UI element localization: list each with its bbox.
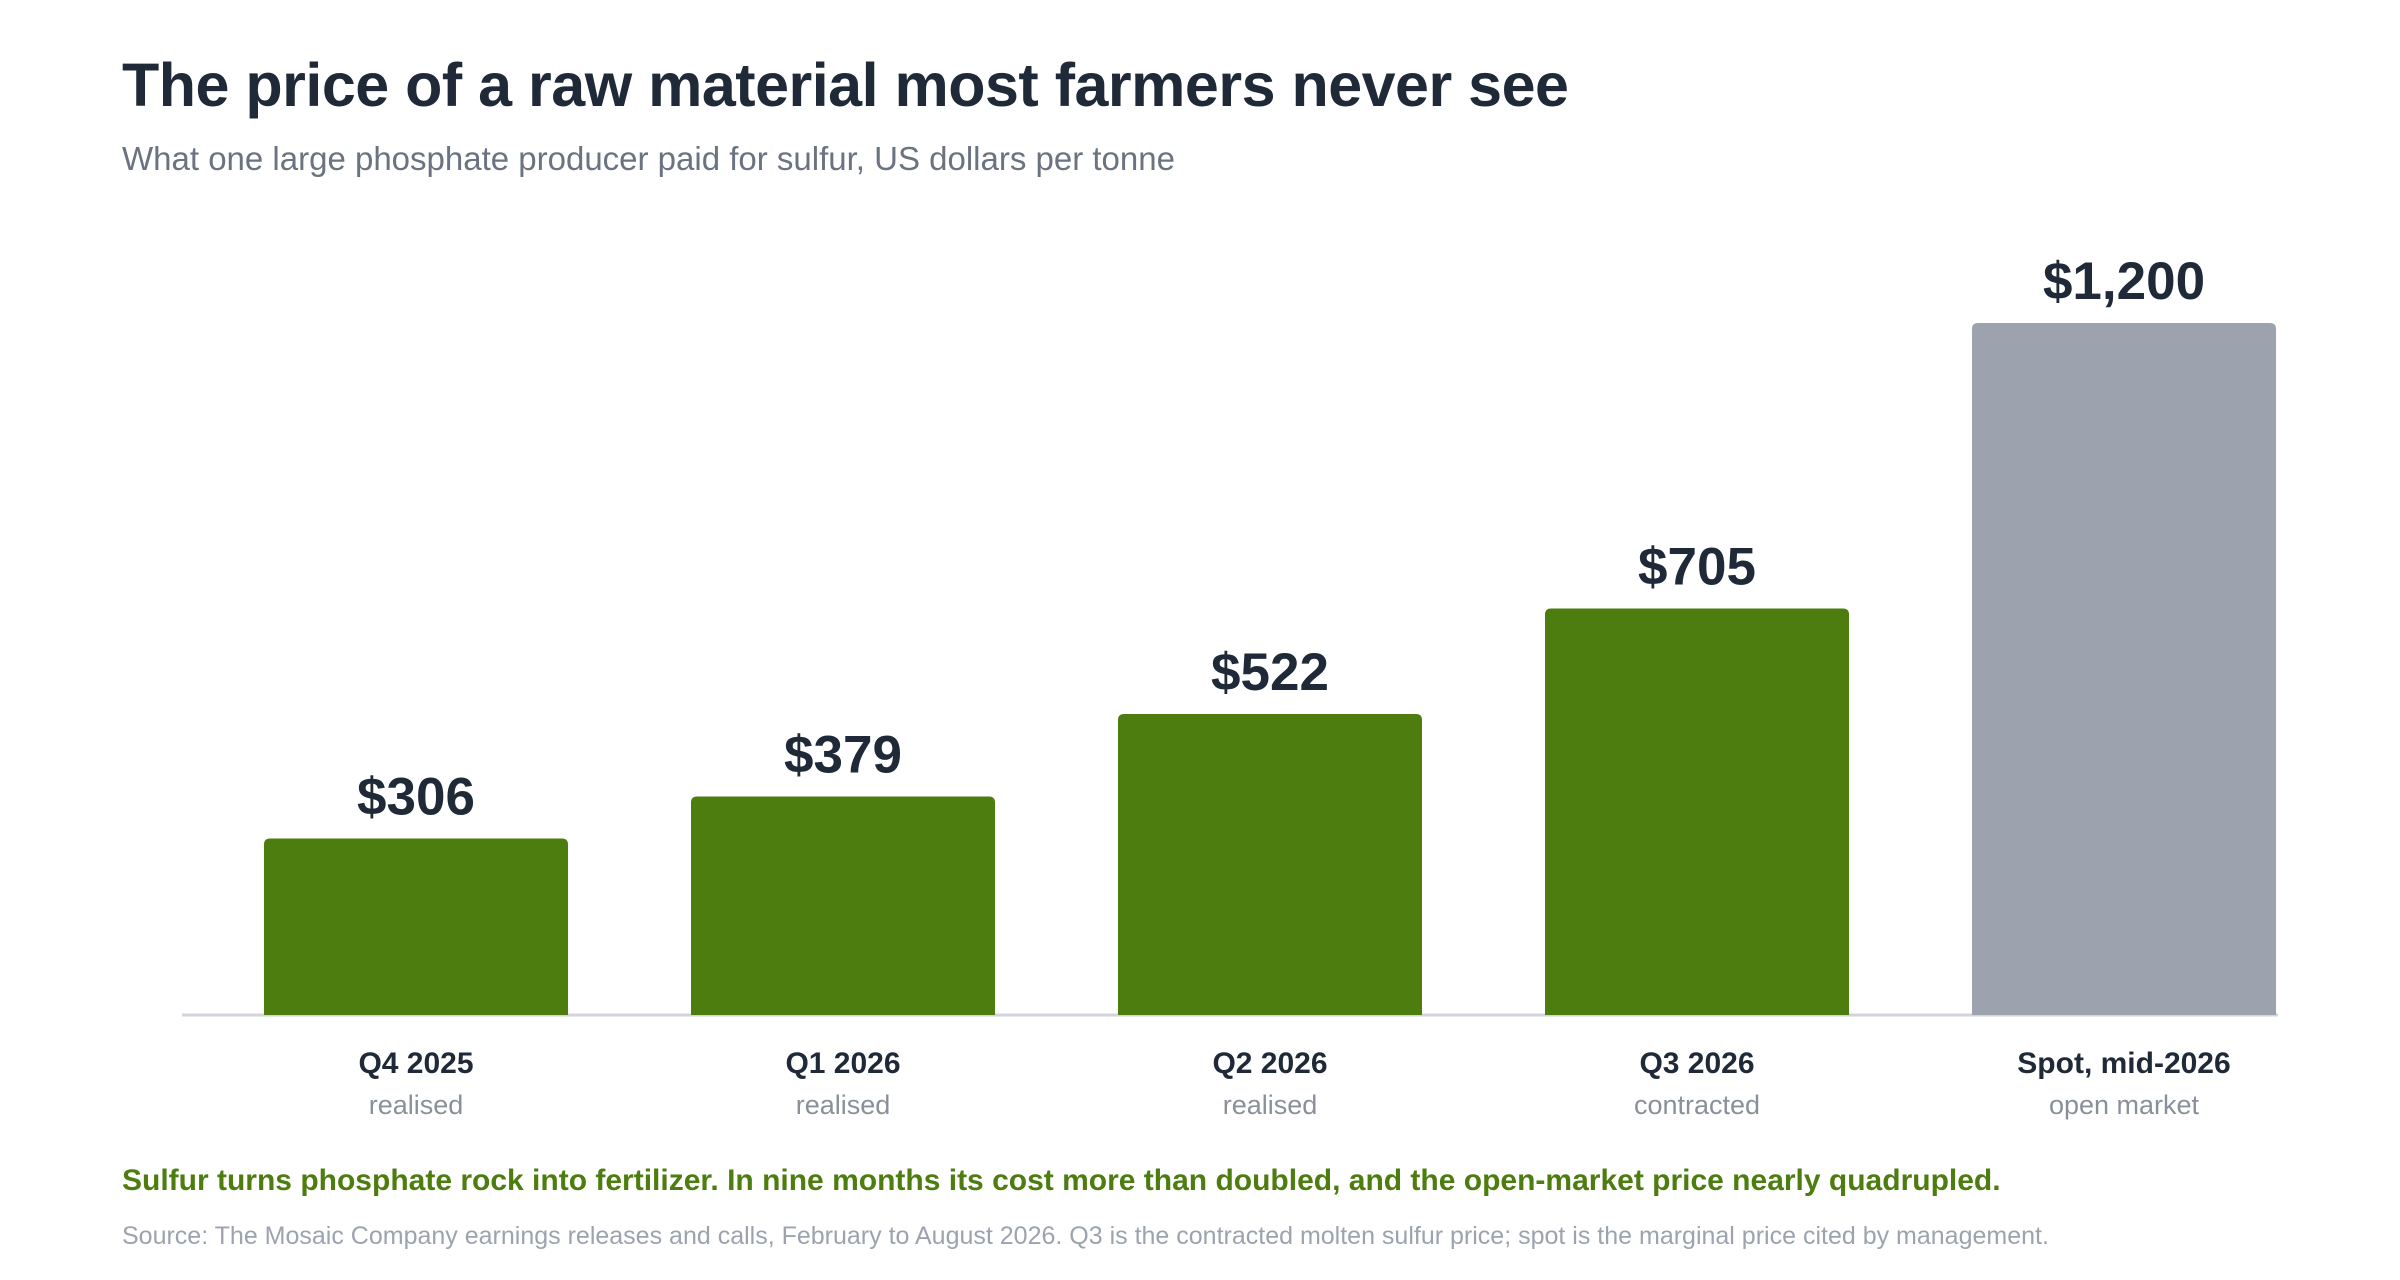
chart-title: The price of a raw material most farmers… bbox=[122, 51, 1569, 119]
chart-takeaway: Sulfur turns phosphate rock into fertili… bbox=[122, 1164, 2001, 1197]
category-label-q4-2025: Q4 2025 bbox=[358, 1047, 473, 1080]
labels-group: $306 Q4 2025 realised $379 Q1 2026 realised $5… bbox=[357, 252, 2231, 1120]
bar-q4-2025 bbox=[264, 838, 568, 1015]
category-note-q2-2026: realised bbox=[1223, 1090, 1318, 1120]
bar-chart: $306 Q4 2025 realised $379 Q1 2026 realised $5… bbox=[182, 252, 2278, 1120]
bars-group bbox=[264, 323, 2276, 1015]
bar-q1-2026 bbox=[691, 796, 995, 1015]
category-label-q2-2026: Q2 2026 bbox=[1212, 1047, 1327, 1080]
category-note-q4-2025: realised bbox=[369, 1090, 464, 1120]
category-label-spot-mid-2026: Spot, mid-2026 bbox=[2017, 1047, 2230, 1080]
value-label-q1-2026: $379 bbox=[784, 725, 902, 784]
value-label-spot-mid-2026: $1,200 bbox=[2043, 252, 2205, 311]
bar-spot-mid-2026 bbox=[1972, 323, 2276, 1015]
category-label-q3-2026: Q3 2026 bbox=[1639, 1047, 1754, 1080]
value-label-q3-2026: $705 bbox=[1638, 537, 1756, 596]
category-note-spot-mid-2026: open market bbox=[2049, 1090, 2200, 1120]
value-label-q4-2025: $306 bbox=[357, 768, 475, 827]
chart-source-note: Source: The Mosaic Company earnings rele… bbox=[122, 1222, 2049, 1250]
chart-subtitle: What one large phosphate producer paid f… bbox=[122, 140, 1175, 177]
category-label-q1-2026: Q1 2026 bbox=[785, 1047, 900, 1080]
category-note-q1-2026: realised bbox=[796, 1090, 891, 1120]
value-label-q2-2026: $522 bbox=[1211, 643, 1329, 702]
bar-q3-2026 bbox=[1545, 608, 1849, 1015]
bar-q2-2026 bbox=[1118, 713, 1422, 1015]
category-note-q3-2026: contracted bbox=[1634, 1090, 1760, 1120]
